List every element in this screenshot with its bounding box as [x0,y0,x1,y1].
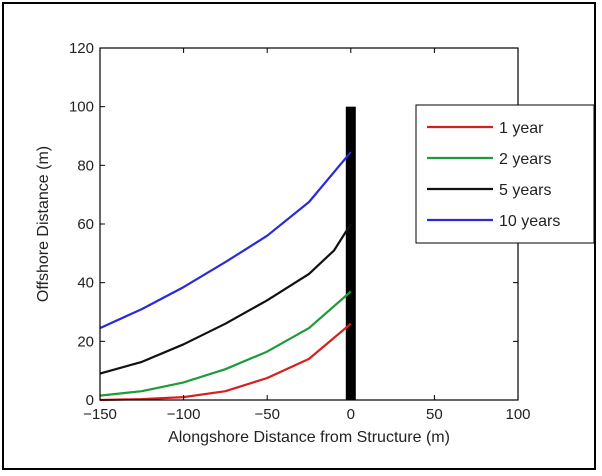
legend-label: 5 years [499,182,551,199]
legend-label: 10 years [499,213,560,230]
y-tick-label: 0 [86,392,94,409]
legend: 1 year 2 years 5 years 10 years [415,104,595,244]
y-tick-label: 100 [69,99,94,116]
y-axis-label: Offshore Distance (m) [35,146,52,302]
y-axis: 0 20 40 60 80 100 120 [69,40,518,409]
x-tick-label: −100 [167,406,201,423]
y-tick-label: 120 [69,40,94,57]
series-layer [99,151,352,402]
structure-bar [345,106,356,401]
x-axis-label: Alongshore Distance from Structure (m) [168,429,450,446]
series-line-3 [99,223,352,375]
legend-label: 1 year [499,120,544,137]
x-tick-label: 50 [426,406,443,423]
structure-layer [345,106,356,401]
series-line-4 [99,151,352,330]
x-tick-label: −150 [83,406,117,423]
legend-label: 2 years [499,151,551,168]
x-tick-label: 0 [347,406,355,423]
y-tick-label: 20 [77,333,94,350]
x-tick-label: −50 [254,406,279,423]
y-tick-label: 40 [77,275,94,292]
series-line-1 [99,322,352,402]
y-tick-label: 60 [77,216,94,233]
y-tick-label: 80 [77,157,94,174]
x-tick-label: 100 [505,406,530,423]
x-axis: −150 −100 −50 0 50 100 [83,48,531,423]
series-line-2 [99,290,352,397]
